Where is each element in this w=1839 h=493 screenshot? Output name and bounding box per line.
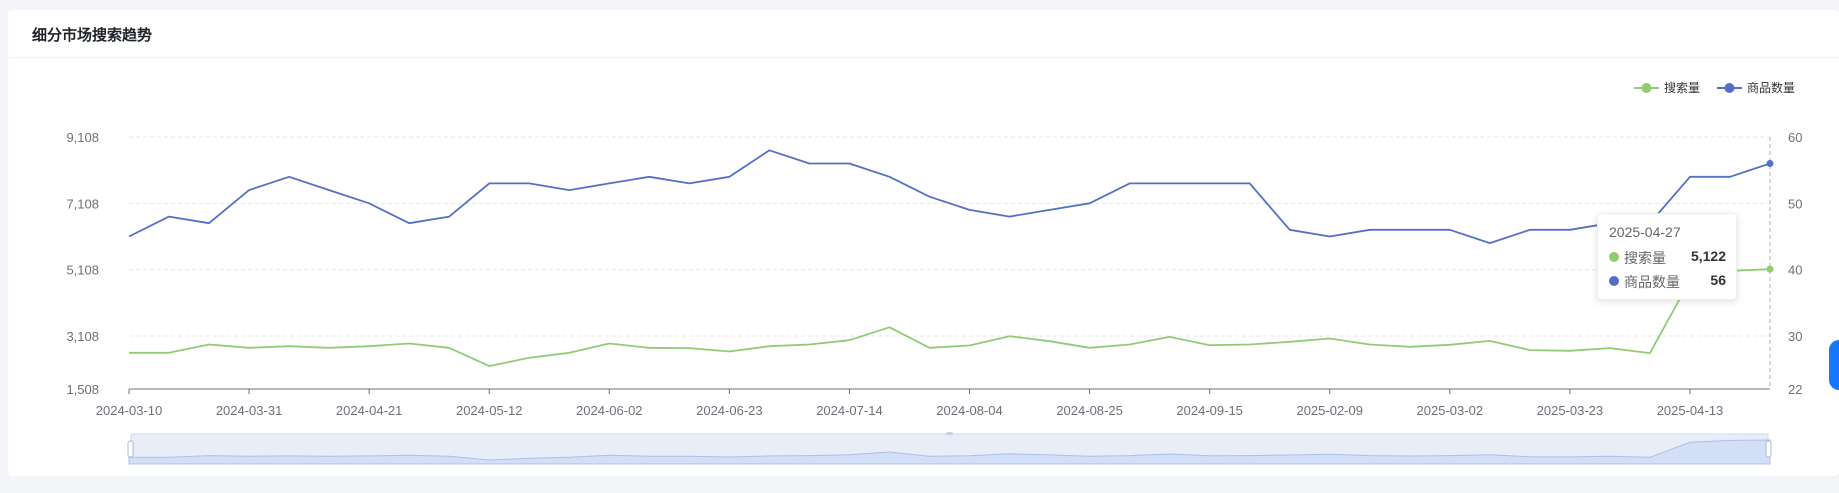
product-series-dot [1609, 276, 1619, 286]
card-title: 细分市场搜索趋势 [32, 27, 153, 44]
tooltip-series-value: 56 [1710, 272, 1726, 288]
zoom-handle-right[interactable] [1765, 440, 1772, 458]
legend-label: 搜索量 [1664, 80, 1700, 95]
search-volume-point [1766, 265, 1774, 273]
y-left-tick-label: 7,108 [66, 196, 99, 211]
product-count-point [1766, 160, 1774, 168]
tooltip-date: 2025-04-27 [1609, 224, 1681, 240]
zoom-slider-preview [128, 439, 1771, 465]
chart-card: 细分市场搜索趋势 [8, 10, 1839, 476]
y-right-tick-label: 40 [1788, 263, 1802, 278]
legend-marker [1724, 83, 1735, 93]
x-tick-label: 2024-08-25 [1056, 403, 1123, 418]
x-tick-label: 2024-03-31 [216, 403, 283, 418]
chart-tooltip: 2025-04-27 搜索量 5,122 商品数量 56 [1597, 213, 1737, 300]
x-tick-label: 2024-03-10 [96, 403, 163, 418]
y-left-tick-label: 1,508 [66, 382, 99, 397]
y-left-tick-label: 3,108 [66, 329, 99, 344]
x-tick-label: 2025-03-02 [1417, 403, 1484, 418]
zoom-handle-left[interactable] [127, 440, 134, 458]
tooltip-row-search: 搜索量 5,122 [1609, 248, 1726, 266]
x-tick-label: 2024-07-14 [816, 403, 883, 418]
x-tick-label: 2024-06-23 [696, 403, 763, 418]
y-right-tick-label: 60 [1788, 130, 1802, 145]
product-count-line [128, 149, 1771, 245]
tooltip-series-value: 5,122 [1690, 248, 1726, 264]
x-tick-label: 2024-05-12 [456, 403, 523, 418]
zoom-move-handle[interactable] [946, 432, 953, 435]
x-tick-label: 2025-02-09 [1296, 403, 1363, 418]
card-header: 细分市场搜索趋势 [8, 10, 1839, 58]
side-float-button[interactable] [1829, 340, 1839, 390]
y-left-tick-label: 9,108 [66, 130, 99, 145]
tooltip-row-product: 商品数量 56 [1609, 272, 1726, 290]
tooltip-series-name: 商品数量 [1624, 274, 1680, 290]
search-series-dot [1609, 252, 1619, 262]
tooltip-series-name: 搜索量 [1624, 250, 1666, 266]
search-volume-line [129, 268, 1771, 368]
x-tick-label: 2025-04-13 [1657, 403, 1724, 418]
legend-label: 商品数量 [1747, 80, 1795, 95]
x-tick-label: 2024-04-21 [336, 403, 403, 418]
y-left-tick-label: 5,108 [66, 263, 99, 278]
y-right-tick-label: 30 [1788, 329, 1802, 344]
legend-marker [1641, 83, 1652, 93]
x-tick-label: 2024-09-15 [1176, 403, 1243, 418]
y-right-tick-label: 22 [1788, 382, 1802, 397]
x-tick-label: 2024-08-04 [936, 403, 1003, 418]
y-right-tick-label: 50 [1788, 196, 1802, 211]
x-tick-label: 2025-03-23 [1537, 403, 1604, 418]
x-tick-label: 2024-06-02 [576, 403, 643, 418]
